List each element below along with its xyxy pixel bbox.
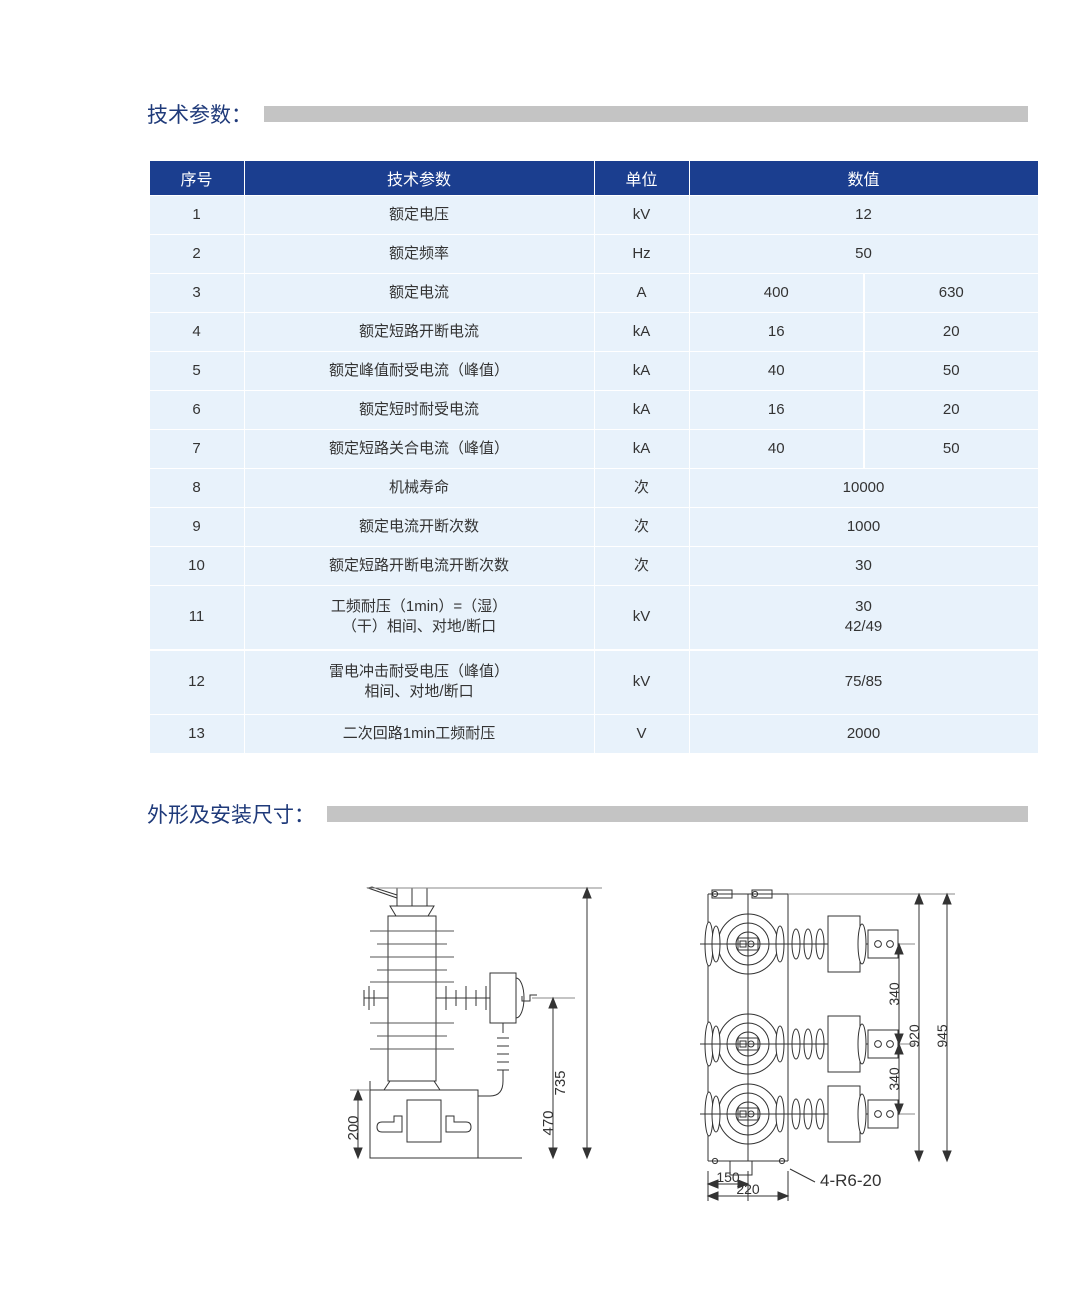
svg-text:340: 340	[886, 1067, 902, 1091]
svg-text:945: 945	[934, 1024, 950, 1048]
svg-text:470: 470	[540, 1110, 557, 1135]
svg-text:220: 220	[736, 1181, 760, 1197]
svg-text:735: 735	[552, 1070, 569, 1095]
svg-text:340: 340	[886, 982, 902, 1006]
svg-text:920: 920	[906, 1024, 922, 1048]
svg-text:200: 200	[345, 1115, 362, 1140]
svg-text:4-R6-20: 4-R6-20	[820, 1171, 881, 1190]
